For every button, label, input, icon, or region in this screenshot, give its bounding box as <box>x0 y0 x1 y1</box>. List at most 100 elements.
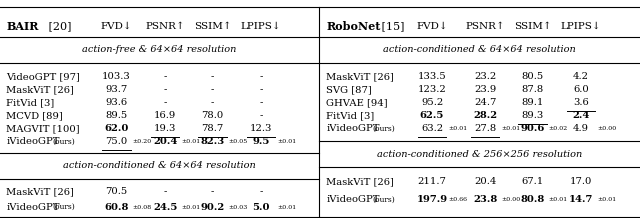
Text: (ours): (ours) <box>372 125 396 133</box>
Text: 27.8: 27.8 <box>474 124 496 133</box>
Text: 93.6: 93.6 <box>106 98 127 107</box>
Text: -: - <box>259 187 263 196</box>
Text: 16.9: 16.9 <box>154 111 176 120</box>
Text: 63.2: 63.2 <box>421 124 443 133</box>
Text: ±0.01: ±0.01 <box>501 126 520 131</box>
Text: SSIM↑: SSIM↑ <box>194 22 231 31</box>
Text: ±0.01: ±0.01 <box>277 139 296 144</box>
Text: [15]: [15] <box>378 21 404 31</box>
Text: action-conditioned & 64×64 resolution: action-conditioned & 64×64 resolution <box>63 161 256 170</box>
Text: -: - <box>211 98 214 107</box>
Text: 89.1: 89.1 <box>522 98 543 107</box>
Text: SSIM↑: SSIM↑ <box>514 22 551 31</box>
Text: -: - <box>211 85 214 94</box>
Text: 87.8: 87.8 <box>522 85 543 94</box>
Text: 23.8: 23.8 <box>473 195 497 204</box>
Text: -: - <box>259 98 263 107</box>
Text: -: - <box>259 85 263 94</box>
Text: ±0.20: ±0.20 <box>132 139 152 144</box>
Text: 60.8: 60.8 <box>104 203 129 212</box>
Text: PSNR↑: PSNR↑ <box>145 22 185 31</box>
Text: MCVD [89]: MCVD [89] <box>6 111 63 120</box>
Text: ±0.03: ±0.03 <box>228 205 248 209</box>
Text: (ours): (ours) <box>52 203 76 211</box>
Text: 14.7: 14.7 <box>569 195 593 204</box>
Text: ±0.00: ±0.00 <box>501 198 520 202</box>
Text: 93.7: 93.7 <box>106 85 127 94</box>
Text: action-conditioned & 256×256 resolution: action-conditioned & 256×256 resolution <box>377 150 582 159</box>
Text: SVG [87]: SVG [87] <box>326 85 372 94</box>
Text: 103.3: 103.3 <box>102 72 131 81</box>
Text: 6.0: 6.0 <box>573 85 589 94</box>
Text: 3.6: 3.6 <box>573 98 589 107</box>
Text: FVD↓: FVD↓ <box>100 22 132 31</box>
Text: action-free & 64×64 resolution: action-free & 64×64 resolution <box>82 45 237 54</box>
Text: RoboNet: RoboNet <box>326 21 381 32</box>
Text: -: - <box>163 98 167 107</box>
Text: ±0.05: ±0.05 <box>228 139 248 144</box>
Text: 4.2: 4.2 <box>573 72 589 81</box>
Text: -: - <box>211 72 214 81</box>
Text: 211.7: 211.7 <box>417 177 447 186</box>
Text: 82.3: 82.3 <box>200 137 225 146</box>
Text: (ours): (ours) <box>52 138 76 146</box>
Text: 70.5: 70.5 <box>106 187 127 196</box>
Text: ±0.66: ±0.66 <box>448 198 467 202</box>
Text: -: - <box>259 72 263 81</box>
Text: 12.3: 12.3 <box>250 124 272 133</box>
Text: 95.2: 95.2 <box>421 98 443 107</box>
Text: 89.5: 89.5 <box>106 111 127 120</box>
Text: VideoGPT [97]: VideoGPT [97] <box>6 72 80 81</box>
Text: ±0.01: ±0.01 <box>448 126 467 131</box>
Text: 80.8: 80.8 <box>520 195 545 204</box>
Text: 90.6: 90.6 <box>520 124 545 133</box>
Text: (ours): (ours) <box>372 196 396 204</box>
Text: MaskViT [26]: MaskViT [26] <box>6 187 74 196</box>
Text: action-conditioned & 64×64 resolution: action-conditioned & 64×64 resolution <box>383 45 576 54</box>
Text: FVD↓: FVD↓ <box>416 22 448 31</box>
Text: 5.0: 5.0 <box>252 203 270 212</box>
Text: -: - <box>163 187 167 196</box>
Text: -: - <box>163 72 167 81</box>
Text: ±0.01: ±0.01 <box>181 205 200 209</box>
Text: 19.3: 19.3 <box>154 124 176 133</box>
Text: 133.5: 133.5 <box>418 72 446 81</box>
Text: 17.0: 17.0 <box>570 177 592 186</box>
Text: 123.2: 123.2 <box>418 85 446 94</box>
Text: iVideoGPT: iVideoGPT <box>6 137 60 146</box>
Text: LPIPS↓: LPIPS↓ <box>561 22 602 31</box>
Text: 20.4: 20.4 <box>474 177 496 186</box>
Text: 197.9: 197.9 <box>417 195 447 204</box>
Text: 75.0: 75.0 <box>106 137 127 146</box>
Text: 4.9: 4.9 <box>573 124 589 133</box>
Text: iVideoGPT: iVideoGPT <box>326 195 380 204</box>
Text: GHVAE [94]: GHVAE [94] <box>326 98 388 107</box>
Text: 78.7: 78.7 <box>202 124 223 133</box>
Text: 28.2: 28.2 <box>473 111 497 120</box>
Text: -: - <box>163 85 167 94</box>
Text: 78.0: 78.0 <box>202 111 223 120</box>
Text: 9.5: 9.5 <box>252 137 270 146</box>
Text: 20.4: 20.4 <box>153 137 177 146</box>
Text: iVideoGPT: iVideoGPT <box>326 124 380 133</box>
Text: MAGVIT [100]: MAGVIT [100] <box>6 124 80 133</box>
Text: -: - <box>211 187 214 196</box>
Text: FitVid [3]: FitVid [3] <box>326 111 374 120</box>
Text: 62.0: 62.0 <box>104 124 129 133</box>
Text: 24.7: 24.7 <box>474 98 496 107</box>
Text: 67.1: 67.1 <box>522 177 543 186</box>
Text: 90.2: 90.2 <box>200 203 225 212</box>
Text: ±0.01: ±0.01 <box>181 139 200 144</box>
Text: ±0.02: ±0.02 <box>548 126 568 131</box>
Text: BAIR: BAIR <box>6 21 39 32</box>
Text: MaskViT [26]: MaskViT [26] <box>6 85 74 94</box>
Text: ±0.01: ±0.01 <box>597 198 616 202</box>
Text: MaskViT [26]: MaskViT [26] <box>326 177 394 186</box>
Text: 24.5: 24.5 <box>153 203 177 212</box>
Text: PSNR↑: PSNR↑ <box>465 22 505 31</box>
Text: FitVid [3]: FitVid [3] <box>6 98 54 107</box>
Text: [20]: [20] <box>45 21 71 31</box>
Text: LPIPS↓: LPIPS↓ <box>241 22 282 31</box>
Text: 80.5: 80.5 <box>522 72 543 81</box>
Text: ±0.01: ±0.01 <box>548 198 568 202</box>
